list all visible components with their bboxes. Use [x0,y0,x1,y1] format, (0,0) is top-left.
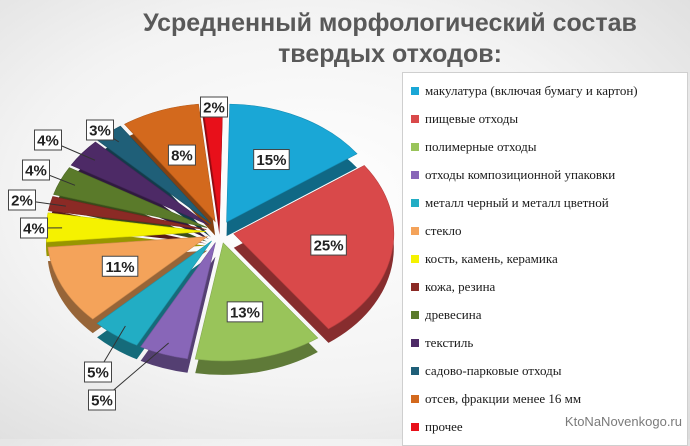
legend-item: кожа, резина [403,273,687,301]
legend-item: садово-парковые отходы [403,357,687,385]
data-label-8: 4% [25,163,47,180]
legend-item: древесина [403,301,687,329]
legend-label: отходы композиционной упаковки [425,167,615,183]
legend-item: полимерные отходы [403,133,687,161]
legend-swatch [411,143,419,151]
legend-item: текстиль [403,329,687,357]
data-label-9: 4% [37,133,59,150]
legend-swatch [411,367,419,375]
legend-label: древесина [425,307,482,323]
legend-label: пищевые отходы [425,111,518,127]
legend-swatch [411,339,419,347]
legend-swatch [411,423,419,431]
legend-item: макулатура (включая бумагу и картон) [403,77,687,105]
watermark: KtoNaNovenkogo.ru [565,414,682,429]
legend-label: текстиль [425,335,473,351]
legend-swatch [411,283,419,291]
data-label-3: 5% [91,393,113,410]
data-label-6: 4% [23,221,45,238]
legend-swatch [411,199,419,207]
legend-item: стекло [403,217,687,245]
data-label-10: 3% [89,123,111,140]
data-label-12: 2% [203,100,225,117]
legend-swatch [411,227,419,235]
legend-label: прочее [425,419,463,435]
legend-label: металл черный и металл цветной [425,195,609,211]
data-label-5: 11% [105,259,134,276]
legend-swatch [411,87,419,95]
legend-item: отсев, фракции менее 16 мм [403,385,687,413]
legend-label: отсев, фракции менее 16 мм [425,391,581,407]
legend-label: макулатура (включая бумагу и картон) [425,83,638,99]
legend-item: кость, камень, керамика [403,245,687,273]
legend-label: кожа, резина [425,279,495,295]
legend-swatch [411,311,419,319]
data-label-11: 8% [171,148,193,165]
legend-label: стекло [425,223,462,239]
data-label-2: 13% [230,304,260,321]
legend-swatch [411,395,419,403]
data-label-0: 15% [256,152,286,169]
data-label-1: 25% [314,238,344,255]
legend-item: металл черный и металл цветной [403,189,687,217]
data-label-7: 2% [11,193,33,210]
legend-swatch [411,115,419,123]
data-label-4: 5% [87,365,109,382]
chart-legend: макулатура (включая бумагу и картон) пище… [402,72,688,446]
legend-item: пищевые отходы [403,105,687,133]
legend-item: отходы композиционной упаковки [403,161,687,189]
legend-label: полимерные отходы [425,139,536,155]
legend-label: садово-парковые отходы [425,363,561,379]
legend-swatch [411,255,419,263]
legend-label: кость, камень, керамика [425,251,558,267]
legend-swatch [411,171,419,179]
